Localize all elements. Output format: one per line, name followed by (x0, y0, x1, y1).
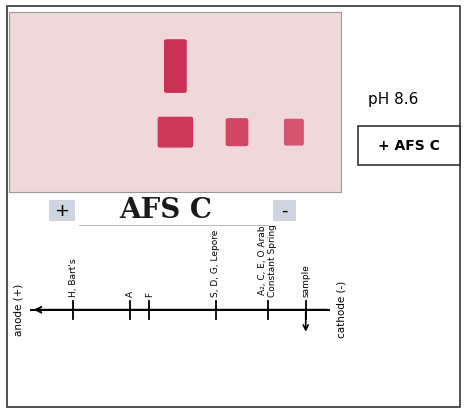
Text: +: + (54, 202, 69, 220)
Text: S, D, G, Lepore: S, D, G, Lepore (211, 229, 220, 297)
Bar (9, 12, 341, 192)
FancyBboxPatch shape (164, 39, 187, 93)
Text: A: A (126, 290, 135, 297)
Text: AFS C: AFS C (119, 197, 212, 224)
FancyBboxPatch shape (226, 118, 248, 146)
Bar (48, 200, 75, 221)
Text: A₂, C, E, O Arab
Constant Spring: A₂, C, E, O Arab Constant Spring (258, 224, 277, 297)
Text: cathode (-): cathode (-) (336, 281, 346, 338)
FancyBboxPatch shape (284, 119, 304, 145)
Bar (273, 200, 296, 221)
Text: -: - (281, 202, 288, 220)
Text: pH 8.6: pH 8.6 (368, 92, 419, 107)
Text: sample: sample (301, 263, 310, 297)
Text: anode (+): anode (+) (14, 284, 24, 336)
FancyBboxPatch shape (157, 116, 193, 147)
Text: F: F (145, 292, 154, 297)
Text: + AFS C: + AFS C (378, 139, 440, 152)
Text: H, Bart's: H, Bart's (69, 258, 78, 297)
Bar (358, 126, 460, 165)
